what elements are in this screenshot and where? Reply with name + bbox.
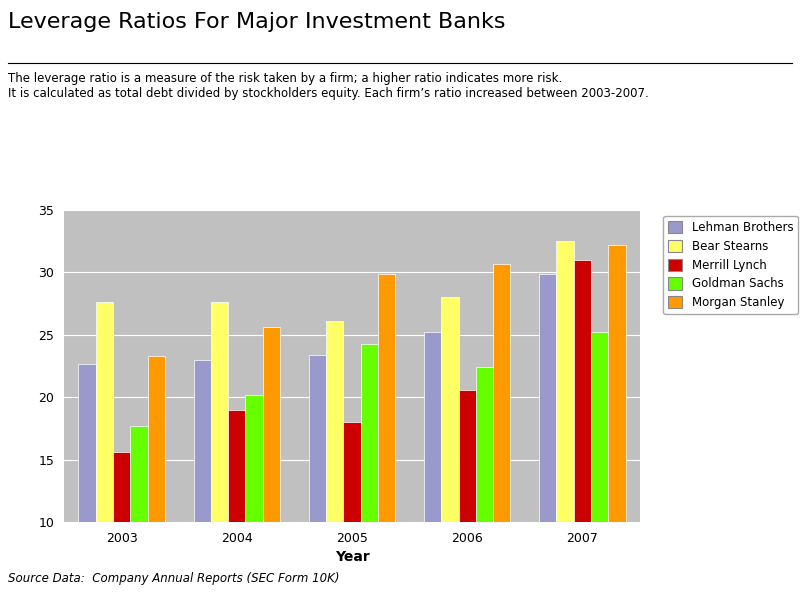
Bar xyxy=(442,298,458,600)
Bar xyxy=(194,360,211,600)
Bar xyxy=(574,260,591,600)
Bar xyxy=(113,452,130,600)
Bar xyxy=(591,332,608,600)
Bar xyxy=(608,245,626,600)
Bar xyxy=(211,302,228,600)
Bar xyxy=(343,422,361,600)
Bar xyxy=(378,274,395,600)
Text: Source Data:  Company Annual Reports (SEC Form 10K): Source Data: Company Annual Reports (SEC… xyxy=(8,572,339,585)
Bar xyxy=(96,302,113,600)
Bar xyxy=(309,355,326,600)
Legend: Lehman Brothers, Bear Stearns, Merrill Lynch, Goldman Sachs, Morgan Stanley: Lehman Brothers, Bear Stearns, Merrill L… xyxy=(663,216,798,314)
Bar xyxy=(361,344,378,600)
Bar xyxy=(557,241,574,600)
Text: Leverage Ratios For Major Investment Banks: Leverage Ratios For Major Investment Ban… xyxy=(8,12,506,32)
Bar xyxy=(228,410,246,600)
Bar xyxy=(458,390,476,600)
Text: The leverage ratio is a measure of the risk taken by a firm; a higher ratio indi: The leverage ratio is a measure of the r… xyxy=(8,72,562,85)
Bar xyxy=(493,263,510,600)
Bar xyxy=(476,367,493,600)
Bar xyxy=(262,328,280,600)
Bar xyxy=(147,356,165,600)
Bar xyxy=(78,364,96,600)
Bar xyxy=(424,332,442,600)
X-axis label: Year: Year xyxy=(334,550,370,564)
Bar xyxy=(539,274,557,600)
Bar xyxy=(130,426,147,600)
Bar xyxy=(326,321,343,600)
Text: It is calculated as total debt divided by stockholders equity. Each firm’s ratio: It is calculated as total debt divided b… xyxy=(8,87,649,100)
Bar xyxy=(246,395,262,600)
